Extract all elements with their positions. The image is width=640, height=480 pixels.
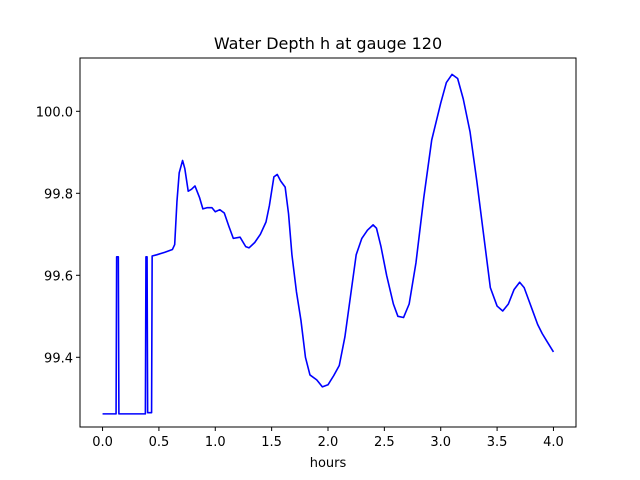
x-tick-label: 2.0 xyxy=(318,435,339,450)
x-tick-label: 3.0 xyxy=(430,435,451,450)
x-tick-label: 1.0 xyxy=(205,435,226,450)
y-tick-label: 99.6 xyxy=(44,269,73,284)
x-tick-label: 0.0 xyxy=(92,435,113,450)
x-tick-label: 1.5 xyxy=(261,435,282,450)
x-axis-label: hours xyxy=(310,456,347,471)
series-line xyxy=(102,73,555,415)
y-tick-label: 99.8 xyxy=(44,187,73,202)
x-tick-label: 4.0 xyxy=(543,435,564,450)
y-axis-ticks: 99.4 99.6 99.8 100.0 xyxy=(36,105,80,366)
x-tick-label: 2.5 xyxy=(374,435,395,450)
chart-title: Water Depth h at gauge 120 xyxy=(214,34,442,53)
x-axis-ticks: 0.0 0.5 1.0 1.5 2.0 2.5 3.0 3.5 4.0 xyxy=(92,427,564,450)
x-tick-label: 0.5 xyxy=(149,435,170,450)
y-tick-label: 100.0 xyxy=(36,105,73,120)
x-tick-label: 3.5 xyxy=(487,435,508,450)
y-tick-label: 99.4 xyxy=(44,351,73,366)
